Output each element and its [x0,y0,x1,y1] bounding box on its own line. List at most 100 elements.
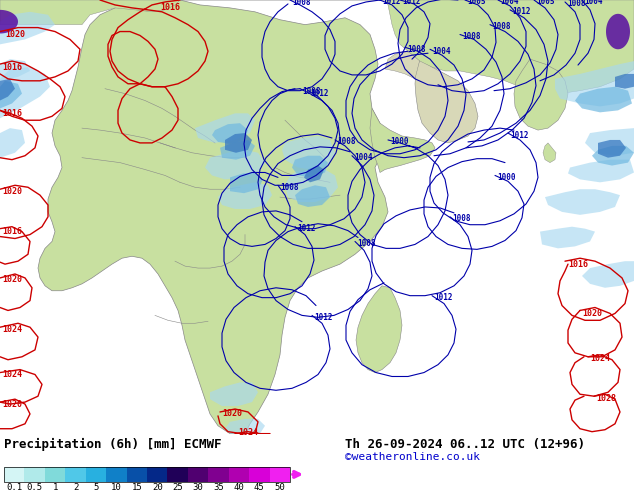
Text: 1008: 1008 [292,0,311,7]
Text: 10: 10 [111,483,122,490]
Polygon shape [615,74,634,89]
Text: 1020: 1020 [5,30,25,39]
Bar [4,467,25,482]
Text: 1004: 1004 [432,47,451,56]
Bar [45,467,65,482]
Polygon shape [210,382,258,406]
Text: 1008: 1008 [567,0,586,8]
Text: 1024: 1024 [2,370,22,379]
Text: 1020: 1020 [2,399,22,409]
Text: 0.5: 0.5 [27,483,42,490]
Text: 1024: 1024 [2,325,22,334]
Polygon shape [0,81,22,108]
Polygon shape [356,286,402,372]
Text: 1004: 1004 [500,0,519,6]
Polygon shape [220,140,255,160]
Polygon shape [195,113,255,143]
Text: 1012: 1012 [310,89,328,98]
Bar [229,467,249,482]
Polygon shape [218,182,272,209]
Bar [25,467,45,482]
Text: 1008: 1008 [302,87,321,96]
Bar [4,467,290,482]
Polygon shape [304,166,324,182]
Polygon shape [0,12,55,45]
Text: 15: 15 [131,483,142,490]
Text: 1008: 1008 [407,45,425,54]
Polygon shape [540,227,595,248]
Text: 20: 20 [152,483,162,490]
Text: 1020: 1020 [2,275,22,284]
Text: 1012: 1012 [314,313,332,322]
Polygon shape [545,189,620,215]
Polygon shape [370,108,435,172]
Text: 1024: 1024 [238,428,258,437]
Text: 45: 45 [254,483,265,490]
Bar [209,467,229,482]
Text: 5: 5 [93,483,99,490]
Bar [147,467,167,482]
Text: 1016: 1016 [2,227,22,236]
Polygon shape [575,87,632,112]
Text: 35: 35 [213,483,224,490]
Polygon shape [38,0,388,434]
Polygon shape [205,150,265,179]
Text: 1005: 1005 [467,0,486,6]
Polygon shape [568,160,634,182]
Text: 1020: 1020 [222,410,242,418]
Text: 50: 50 [275,483,285,490]
Polygon shape [543,143,556,163]
Polygon shape [514,59,568,130]
Text: 1: 1 [53,483,58,490]
Text: 30: 30 [193,483,204,490]
Text: 1008: 1008 [462,32,481,41]
Text: 1004: 1004 [354,153,373,162]
Bar [106,467,127,482]
Text: 1008: 1008 [452,214,470,223]
Text: 40: 40 [233,483,244,490]
Text: 1012: 1012 [512,7,531,16]
Bar [188,467,209,482]
Text: 1008: 1008 [492,22,510,31]
Polygon shape [295,185,330,207]
Text: 2: 2 [73,483,78,490]
Text: 1008: 1008 [357,239,375,248]
Polygon shape [0,0,634,94]
Bar [167,467,188,482]
Text: 1012: 1012 [434,293,453,302]
Text: 1016: 1016 [568,260,588,269]
Polygon shape [555,61,634,106]
Text: 1012: 1012 [510,130,529,140]
Text: 0.1: 0.1 [6,483,22,490]
Text: 1020: 1020 [2,187,22,196]
Polygon shape [592,146,634,166]
Polygon shape [230,172,263,193]
Polygon shape [585,128,634,156]
Polygon shape [285,170,338,202]
Text: 1012: 1012 [382,0,401,6]
Bar [249,467,269,482]
Text: 25: 25 [172,483,183,490]
Polygon shape [225,133,252,153]
Text: 1005: 1005 [536,0,555,6]
Text: 1020: 1020 [582,309,602,318]
Polygon shape [582,261,634,288]
Text: 1008: 1008 [280,183,299,192]
Text: 1028: 1028 [596,393,616,403]
Polygon shape [0,128,25,158]
Text: 1016: 1016 [160,3,180,12]
Polygon shape [292,156,328,177]
Polygon shape [0,67,50,118]
Text: 1016: 1016 [2,63,22,72]
Text: 1012: 1012 [402,0,420,6]
Polygon shape [282,136,335,170]
Text: 1004: 1004 [584,0,602,6]
Polygon shape [0,79,15,100]
Text: ©weatheronline.co.uk: ©weatheronline.co.uk [345,452,480,462]
Bar [127,467,147,482]
Bar [86,467,106,482]
Polygon shape [212,123,248,144]
Bar [65,467,86,482]
Text: 1024: 1024 [590,354,610,363]
Text: Th 26-09-2024 06..12 UTC (12+96): Th 26-09-2024 06..12 UTC (12+96) [345,438,585,451]
